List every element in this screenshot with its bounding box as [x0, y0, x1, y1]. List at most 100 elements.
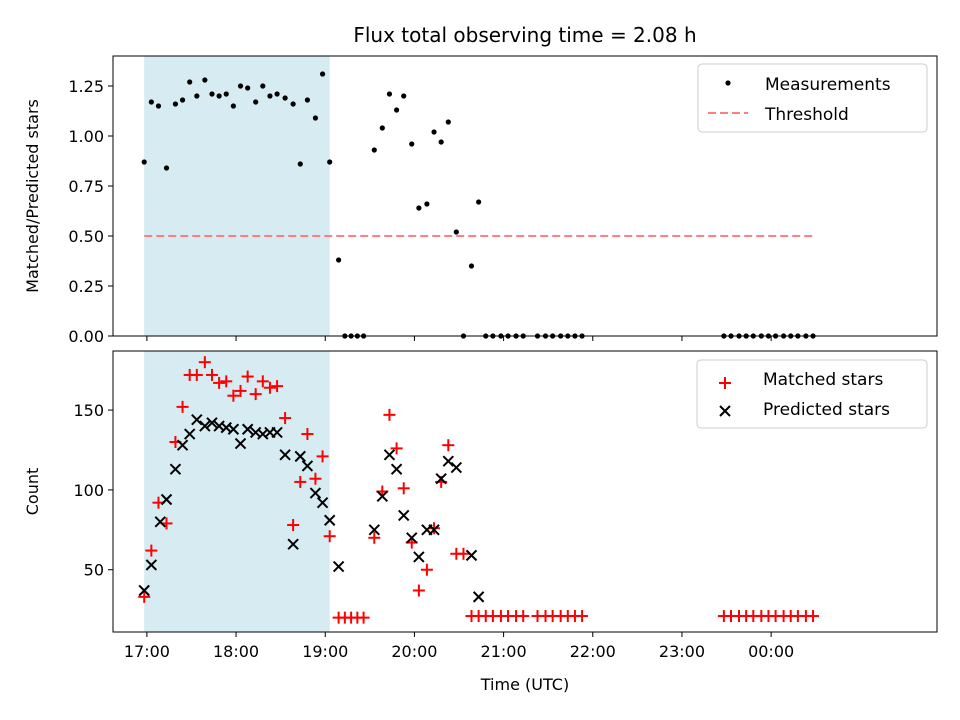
top-x-ticks [146, 336, 772, 341]
bottom-panel: 50 100 150 17:00 18:00 19:00 20:00 21:00 22:00 2… [23, 350, 938, 694]
legend-measurements-label: Measurements [765, 75, 891, 95]
measurement-point [260, 83, 266, 89]
measurement-point [416, 205, 422, 211]
top-legend: Measurements Threshold [697, 63, 928, 133]
predicted-star-point [294, 450, 306, 463]
predicted-star-point [234, 437, 247, 450]
measurement-point [155, 103, 162, 109]
predicted-star-point [435, 473, 447, 485]
bottom-legend-box [696, 359, 928, 429]
measurement-point [453, 229, 459, 235]
bot-x-tick-3: 20:00 [391, 632, 437, 661]
x-tick-label: 23:00 [659, 642, 705, 661]
matched-star-point [145, 544, 158, 557]
bottom-y-axis-label: Count [23, 468, 42, 516]
predicted-star-point [183, 428, 196, 440]
top-y-tick-5: 1.25 [68, 77, 113, 96]
predicted-star-point [176, 439, 189, 451]
legend-predicted-label: Predicted stars [763, 400, 890, 420]
measurement-point [438, 139, 444, 145]
predicted-star-point [413, 551, 425, 563]
measurement-point [393, 107, 400, 113]
predicted-star-point [271, 426, 283, 439]
bot-x-tick-5: 22:00 [570, 632, 616, 661]
matched-star-point [227, 389, 240, 402]
matched-star-point [271, 380, 284, 393]
matched-star-point [390, 442, 403, 455]
predicted-star-point [406, 532, 418, 544]
measurement-point [163, 165, 170, 171]
matched-star-point [205, 368, 218, 381]
predicted-star-point [301, 460, 314, 472]
matched-star-point [576, 610, 589, 623]
measurement-point [172, 101, 179, 107]
chart-title: Flux total observing time = 2.08 h [353, 23, 696, 47]
measurement-point [431, 129, 437, 135]
matched-star-point [383, 408, 396, 421]
x-tick-label: 19:00 [302, 642, 348, 661]
matched-star-point [517, 610, 530, 623]
top-shaded-interval [144, 56, 330, 336]
measurement-point [312, 115, 319, 121]
top-panel: 0.00 0.25 0.50 0.75 1.00 1.25 Matched/Predict… [23, 55, 938, 346]
matched-star-point [807, 610, 820, 623]
measurement-point [223, 91, 229, 97]
bottom-axes-frame [112, 350, 938, 633]
legend-matched-marker [719, 377, 731, 389]
top-y-tick-label: 1.00 [68, 127, 104, 146]
predicted-star-point [376, 490, 389, 502]
matched-star-point [213, 376, 226, 389]
predicted-star-point [465, 549, 478, 562]
bot-y-tick-label: 100 [73, 481, 104, 500]
top-y-tick-0: 0.00 [68, 327, 113, 346]
measurement-point [230, 103, 236, 109]
predicted-star-point [279, 449, 291, 461]
matched-star-point [323, 530, 336, 543]
measurement-point [327, 159, 333, 165]
measurement-point [202, 77, 208, 83]
legend-matched-label: Matched stars [763, 370, 883, 390]
x-tick-label: 20:00 [391, 642, 437, 661]
bot-y-tick-2: 150 [73, 401, 113, 420]
predicted-star-point [199, 420, 211, 432]
matched-star-point [457, 547, 470, 560]
top-y-ticks: 0.00 0.25 0.50 0.75 1.00 1.25 [68, 77, 113, 346]
matched-star-point [316, 450, 329, 463]
bot-x-tick-7: 00:00 [748, 632, 794, 661]
predicted-star-point [160, 493, 173, 506]
measurement-point [194, 93, 200, 99]
measurement-point [148, 99, 154, 105]
x-axis-label: Time (UTC) [480, 675, 569, 694]
predicted-star-point [191, 413, 203, 426]
bottom-legend: Matched stars Predicted stars [696, 359, 928, 429]
matched-star-point [368, 531, 381, 544]
matched-star-point [357, 611, 370, 624]
measurement-point [245, 85, 251, 91]
x-tick-label: 18:00 [213, 642, 259, 661]
measurement-point [304, 97, 311, 103]
bot-x-tick-1: 18:00 [213, 632, 259, 661]
measurement-point [424, 201, 430, 207]
measurement-point [237, 83, 244, 89]
measurement-point [445, 119, 451, 125]
measurement-point [297, 161, 303, 167]
predicted-star-point [450, 461, 463, 474]
measurement-point [209, 91, 215, 97]
bot-y-tick-0: 50 [84, 561, 113, 580]
predicted-star-point [241, 423, 254, 435]
measurement-point [371, 147, 377, 153]
top-legend-box [697, 63, 928, 133]
top-y-tick-label: 1.25 [68, 77, 104, 96]
top-y-tick-label: 0.25 [68, 277, 104, 296]
top-y-tick-3: 0.75 [68, 177, 113, 196]
predicted-star-point [323, 514, 336, 526]
bottom-x-ticks: 17:00 18:00 19:00 20:00 21:00 22:00 23:00 00:00 [124, 632, 794, 661]
predicted-star-point [316, 496, 329, 509]
bot-y-tick-label: 150 [73, 401, 104, 420]
measurement-point [401, 93, 407, 99]
predicted-star-point [368, 524, 380, 536]
predicted-star-point [398, 509, 410, 522]
measurement-point [336, 257, 342, 263]
measurement-point [409, 141, 415, 147]
